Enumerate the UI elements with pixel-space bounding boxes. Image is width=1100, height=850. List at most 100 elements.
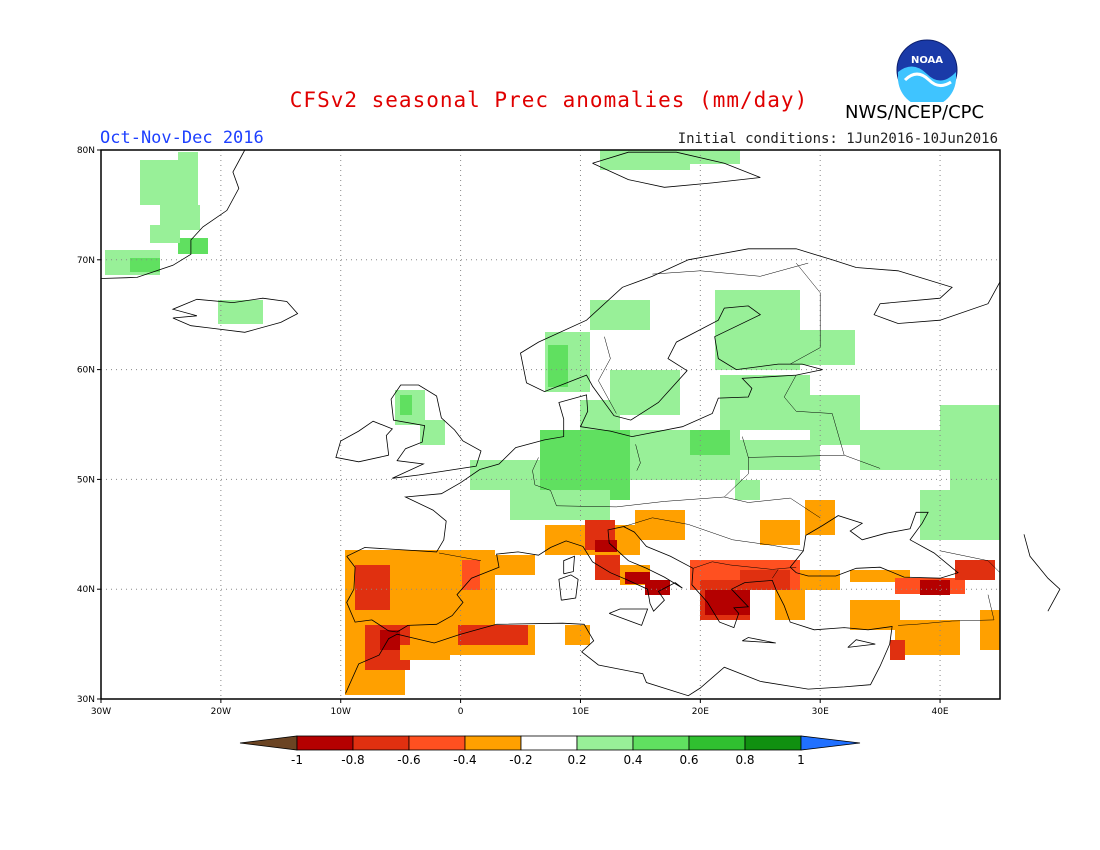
colorbar-bin (296, 735, 354, 751)
anomaly-cell (510, 490, 610, 520)
country-border (652, 262, 809, 277)
anomaly-cell (980, 610, 1000, 650)
season-label: Oct-Nov-Dec 2016 (100, 128, 264, 148)
lat-label: 70N (77, 256, 95, 266)
anomaly-cells (105, 150, 1000, 695)
colorbar-label: -0.6 (397, 753, 420, 767)
anomaly-cell (355, 565, 390, 610)
anomaly-cell (595, 555, 620, 580)
colorbar-bin (576, 735, 634, 751)
anomaly-cell (420, 420, 445, 445)
anomaly-cell (955, 560, 995, 580)
anomaly-cell (400, 645, 450, 660)
anomaly-cell (735, 480, 760, 500)
colorbar-label: 0.4 (623, 753, 642, 767)
coastlines (100, 149, 1061, 697)
colorbar-label: -1 (291, 753, 303, 767)
coastline (847, 639, 876, 648)
anomaly-cell (705, 590, 750, 615)
anomaly-cell (740, 440, 820, 470)
country-border (635, 444, 641, 471)
country-border (898, 594, 995, 626)
lat-label: 60N (77, 366, 95, 376)
anomaly-cell (775, 590, 805, 620)
anomaly-cell (218, 300, 263, 324)
colorbar-bin (632, 735, 690, 751)
anomaly-cell (590, 300, 650, 330)
colorbar-label: -0.8 (341, 753, 364, 767)
lon-label: 10E (572, 707, 589, 717)
lon-label: 30E (812, 707, 829, 717)
coastline (346, 248, 1001, 557)
anomaly-cell (920, 580, 950, 595)
lon-label: 0 (458, 707, 464, 717)
lon-label: 30W (91, 707, 111, 717)
anomaly-cell (690, 150, 740, 164)
lat-label: 50N (77, 475, 95, 485)
colorbar: -1 -0.8 -0.6 -0.4 -0.2 0.2 0.4 0.6 0.8 1 (239, 735, 861, 767)
anomaly-cell (595, 540, 617, 552)
anomaly-cell (462, 560, 480, 590)
colorbar-arrow-high (800, 735, 861, 751)
anomaly-cell (645, 580, 670, 595)
coastline (335, 420, 393, 463)
colorbar-bin (408, 735, 466, 751)
lat-label: 80N (77, 146, 95, 156)
anomaly-cell (150, 225, 180, 243)
colorbar-bin (744, 735, 802, 751)
lat-label: 40N (77, 585, 95, 595)
lon-label: 10W (331, 707, 351, 717)
anomaly-cell (470, 460, 540, 490)
map-title: CFSv2 seasonal Prec anomalies (mm/day) (289, 88, 809, 112)
colorbar-label: -0.4 (453, 753, 476, 767)
anomaly-cell (625, 572, 650, 584)
anomaly-cell (800, 330, 855, 365)
anomaly-cell (740, 570, 790, 590)
country-border (724, 436, 749, 498)
country-border (693, 561, 797, 570)
lat-label: 30N (77, 695, 95, 705)
colorbar-arrow-low (239, 735, 298, 751)
colorbar-label: 0.6 (679, 753, 698, 767)
country-border (790, 262, 821, 365)
anomaly-cell (458, 625, 528, 645)
coastline (171, 297, 299, 333)
anomaly-cell (635, 510, 685, 540)
anomaly-cell (940, 405, 1000, 470)
colorbar-bin (352, 735, 410, 751)
anomaly-cell (860, 430, 940, 470)
logo-text: NOAA (911, 55, 943, 66)
country-border (783, 374, 845, 456)
colorbar-bin (520, 735, 578, 751)
coastline (558, 574, 579, 601)
coastline (100, 149, 246, 279)
coastline (789, 511, 959, 579)
coastline (563, 555, 575, 575)
anomaly-cell (950, 460, 1000, 490)
anomaly-cell (760, 520, 800, 545)
anomaly-cell (400, 395, 412, 415)
axis-ticks: 30N 40N 50N 60N 70N 80N 30W 20W 10W 0 10E 20E 30E 40E (77, 146, 949, 717)
country-border (556, 501, 665, 508)
anomaly-cell (600, 150, 690, 170)
anomaly-cell (690, 430, 730, 455)
coastline (592, 151, 761, 188)
lon-label: 40E (931, 707, 948, 717)
country-border (940, 550, 1001, 573)
map-frame (100, 149, 1001, 700)
anomaly-cell (140, 160, 180, 205)
anomaly-cell (485, 555, 535, 575)
anomaly-cell (610, 370, 680, 415)
anomaly-cell (810, 395, 860, 445)
colorbar-label: 0.8 (735, 753, 754, 767)
anomaly-cell (565, 625, 590, 645)
noaa-logo: NOAA (896, 39, 958, 102)
anomaly-cell (850, 600, 900, 630)
anomaly-cell (890, 640, 905, 660)
colorbar-label: -0.2 (509, 753, 532, 767)
country-border (664, 496, 821, 519)
country-border (772, 569, 779, 579)
country-border (623, 517, 804, 552)
anomaly-cell (540, 430, 630, 500)
